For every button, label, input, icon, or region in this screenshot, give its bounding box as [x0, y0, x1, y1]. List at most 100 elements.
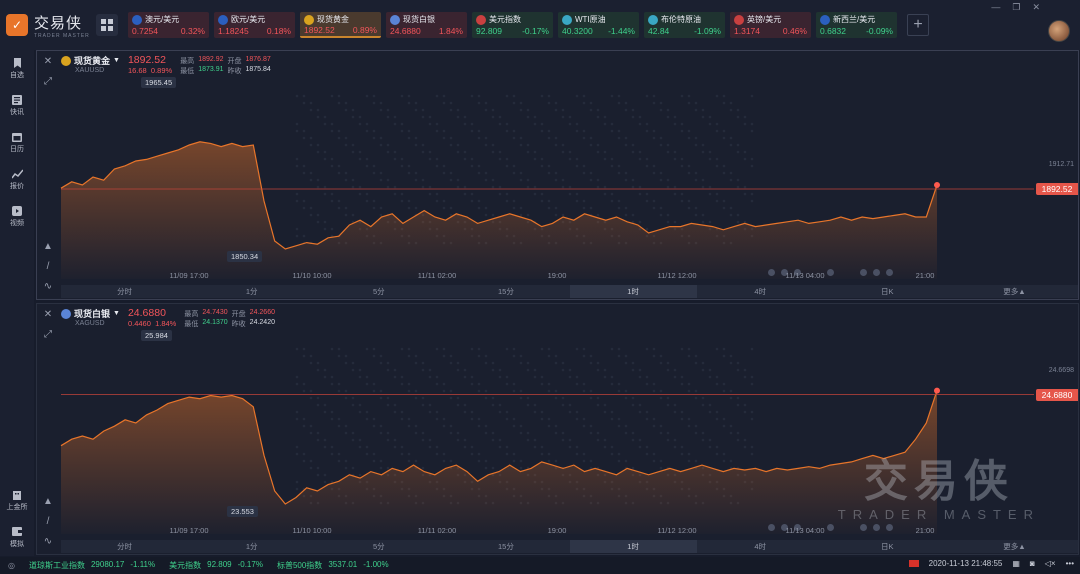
layout-grid-button[interactable]: [96, 14, 118, 36]
event-marker[interactable]: [860, 269, 867, 276]
period-tab[interactable]: 更多▲: [1003, 287, 1026, 296]
time-label: 11/13 04:00: [785, 526, 825, 535]
ticker-card[interactable]: 布伦特原油 42.84 -1.09%: [644, 12, 725, 38]
restore-icon[interactable]: ❐: [1012, 2, 1021, 12]
event-marker[interactable]: [768, 269, 775, 276]
user-avatar[interactable]: [1048, 20, 1070, 42]
period-tab[interactable]: 分时: [117, 542, 133, 551]
time-label: 21:00: [915, 526, 935, 535]
event-marker[interactable]: [873, 269, 880, 276]
instrument-name: 现货黄金: [74, 56, 111, 66]
sidebar-item[interactable]: 快讯: [0, 87, 34, 124]
flag-icon: [218, 14, 228, 25]
index-value: 3537.01: [328, 560, 358, 569]
prev-close-value: 24.2420: [249, 319, 275, 326]
expand-icon[interactable]: ⤢: [44, 328, 52, 340]
headset-icon[interactable]: ◎: [8, 561, 15, 570]
time-label: 19:00: [547, 271, 567, 280]
ticker-card[interactable]: 现货黄金 1892.52 0.89%: [300, 12, 381, 38]
event-marker[interactable]: [860, 524, 867, 531]
ticker-card[interactable]: 英镑/美元 1.3174 0.46%: [730, 12, 811, 38]
close-chart-icon[interactable]: ✕: [43, 308, 53, 320]
ticker-card[interactable]: 现货白银 24.6880 1.84%: [386, 12, 467, 38]
close-window-icon[interactable]: ✕: [1032, 2, 1040, 12]
ticker-price: 1892.52: [304, 25, 335, 35]
sidebar-item-label: 视频: [10, 219, 24, 227]
instrument-selector[interactable]: 现货黄金 ▼: [61, 54, 120, 67]
period-tab[interactable]: 1时: [569, 540, 697, 553]
period-tab[interactable]: 1时: [569, 285, 697, 298]
event-marker[interactable]: [827, 269, 834, 276]
event-markers: [768, 524, 893, 531]
indicator-icon[interactable]: ∿: [43, 535, 53, 547]
layout-icon[interactable]: ▦: [1012, 559, 1020, 568]
logo-mark-icon: ✓: [6, 14, 28, 36]
instrument-selector[interactable]: 现货白银 ▼: [61, 307, 120, 320]
camera-icon[interactable]: ◙: [1029, 559, 1035, 568]
period-tab[interactable]: 5分: [372, 287, 385, 296]
add-ticker-button[interactable]: +: [907, 14, 929, 36]
sidebar-item[interactable]: 报价: [0, 161, 34, 198]
sidebar-item-label: 上金所: [6, 503, 28, 511]
index-quote[interactable]: 标普500指数 3537.01 -1.00%: [277, 560, 389, 571]
period-tab[interactable]: 分时: [117, 287, 133, 296]
ticker-card[interactable]: 欧元/美元 1.18245 0.18%: [214, 12, 295, 38]
time-label: 11/09 17:00: [169, 526, 209, 535]
event-marker[interactable]: [886, 524, 893, 531]
event-marker[interactable]: [827, 524, 834, 531]
event-marker[interactable]: [873, 524, 880, 531]
period-tab[interactable]: 5分: [372, 542, 385, 551]
ticker-card[interactable]: WTI原油 40.3200 -1.44%: [558, 12, 639, 38]
draw-line-icon[interactable]: /: [46, 515, 50, 527]
more-icon[interactable]: •••: [1065, 559, 1074, 568]
ticker-change: -1.09%: [694, 26, 721, 36]
index-quote[interactable]: 道琼斯工业指数 29080.17 -1.11%: [29, 560, 155, 571]
price-chart[interactable]: [37, 51, 1078, 301]
period-tab[interactable]: 15分: [498, 542, 514, 551]
event-marker[interactable]: [794, 524, 801, 531]
index-quote[interactable]: 美元指数 92.809 -0.17%: [169, 560, 263, 571]
period-tab[interactable]: 4时: [754, 287, 767, 296]
area-chart-icon[interactable]: ▲: [43, 240, 53, 252]
chart-panel-silver: ✕ ⤢ ▲ / ∿ 现货白银 ▼ XAGUSD 24.6880 0.4460 1.84% 最高 24.…: [36, 303, 1079, 555]
sidebar-item[interactable]: 自选: [0, 50, 34, 87]
minimize-icon[interactable]: —: [991, 2, 1001, 12]
draw-line-icon[interactable]: /: [46, 260, 50, 272]
high-value: 24.7430: [202, 309, 228, 316]
sidebar-item[interactable]: 模拟: [0, 519, 34, 556]
event-marker[interactable]: [794, 269, 801, 276]
close-chart-icon[interactable]: ✕: [43, 55, 53, 67]
sidebar-item[interactable]: 视频: [0, 198, 34, 235]
flag-icon: [648, 14, 658, 25]
event-marker[interactable]: [886, 269, 893, 276]
expand-icon[interactable]: ⤢: [44, 75, 52, 87]
ticker-card[interactable]: 新西兰/美元 0.6832 -0.09%: [816, 12, 897, 38]
indicator-icon[interactable]: ∿: [43, 280, 53, 292]
instrument-header: 现货白银 ▼ XAGUSD 24.6880 0.4460 1.84% 最高 24.7430 开…: [61, 307, 275, 329]
area-chart-icon[interactable]: ▲: [43, 495, 53, 507]
sidebar-item[interactable]: 日历: [0, 124, 34, 161]
period-tab[interactable]: 1分: [245, 542, 258, 551]
mute-icon[interactable]: ◁×: [1044, 559, 1056, 568]
ticker-card[interactable]: 澳元/美元 0.7254 0.32%: [128, 12, 209, 38]
event-marker[interactable]: [781, 524, 788, 531]
event-marker[interactable]: [768, 524, 775, 531]
period-tab[interactable]: 日K: [881, 287, 894, 296]
period-tab[interactable]: 更多▲: [1003, 542, 1026, 551]
sidebar-item-label: 模拟: [10, 540, 24, 548]
period-tab[interactable]: 1分: [245, 287, 258, 296]
ticker-card[interactable]: 美元指数 92.809 -0.17%: [472, 12, 553, 38]
period-tab[interactable]: 4时: [754, 542, 767, 551]
period-tab[interactable]: 15分: [498, 287, 514, 296]
sidebar-item[interactable]: 上金所: [0, 482, 34, 519]
price-chart[interactable]: [37, 304, 1078, 556]
time-label: 11/11 02:00: [417, 271, 457, 280]
ticker-name: 美元指数: [489, 15, 521, 24]
chart-panel-gold: ✕ ⤢ ▲ / ∿ 现货黄金 ▼ XAUUSD 1892.52 16.68 0.89% 最高 1892…: [36, 50, 1079, 300]
period-tab[interactable]: 日K: [881, 542, 894, 551]
ticker-change: 0.18%: [266, 26, 291, 36]
event-marker[interactable]: [781, 269, 788, 276]
datetime: 2020-11-13 21:48:55: [928, 559, 1003, 568]
price-change-pct: 1.84%: [155, 319, 177, 328]
